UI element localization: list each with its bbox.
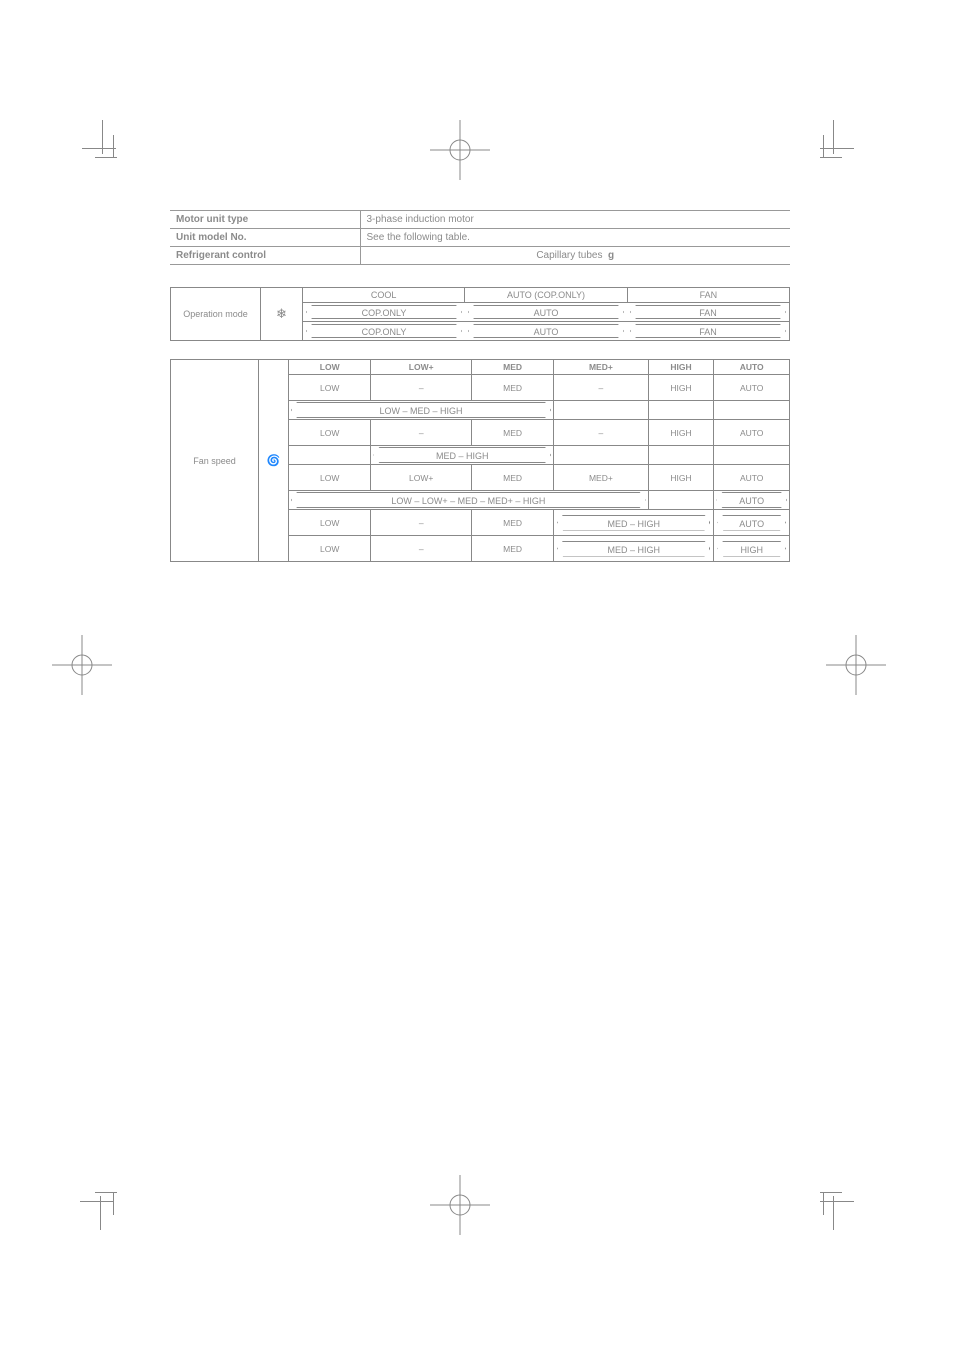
- col-lowp: LOW+: [371, 360, 472, 375]
- fs-hexbar-1: LOW – MED – HIGH: [291, 402, 551, 418]
- crop-mark-tl-inner: [95, 135, 145, 185]
- g-symbol: g: [608, 250, 614, 261]
- snowflake-icon: ❄: [261, 288, 303, 340]
- hdr-left-0: Motor unit type: [170, 211, 360, 229]
- mode-bar-3: COP.ONLY: [306, 324, 462, 338]
- fan-icon: 🌀: [259, 360, 289, 562]
- fanspeed-label: Fan speed: [171, 360, 259, 562]
- fs-hexbar-4a: MED – HIGH: [557, 515, 710, 531]
- col-auto: AUTO: [714, 360, 790, 375]
- fs-hexbar-4b: AUTO: [717, 515, 786, 531]
- hdr-right-2-text: Capillary tubes: [536, 250, 602, 261]
- fan-speed-table: Fan speed 🌀 LOW LOW+ MED MED+ HIGH AUTO …: [170, 359, 790, 562]
- mode-bar-5: FAN: [630, 324, 786, 338]
- mode-hdr-cool: COOL: [303, 288, 465, 302]
- spec-header-table: Motor unit type 3-phase induction motor …: [170, 210, 790, 265]
- mode-bar-1: AUTO: [468, 305, 624, 319]
- fs-hexbar-2: MED – HIGH: [373, 447, 551, 463]
- mode-headers: COOL AUTO (COP.ONLY) FAN: [303, 288, 789, 303]
- registration-mark-left: [52, 635, 112, 695]
- hdr-right-1: See the following table.: [360, 229, 790, 247]
- page-content: Motor unit type 3-phase induction motor …: [170, 210, 790, 562]
- hdr-right-0: 3-phase induction motor: [360, 211, 790, 229]
- mode-bar-4: AUTO: [468, 324, 624, 338]
- registration-mark-bottom: [430, 1175, 490, 1235]
- col-medp: MED+: [554, 360, 649, 375]
- mode-row-2: COP.ONLY AUTO FAN: [303, 322, 789, 340]
- operation-mode-table: Operation mode ❄ COOL AUTO (COP.ONLY) FA…: [170, 287, 790, 341]
- hdr-right-2: Capillary tubes g: [360, 247, 790, 265]
- fs-hexbar-5a: MED – HIGH: [557, 541, 710, 557]
- col-med: MED: [472, 360, 554, 375]
- registration-mark-right: [826, 635, 886, 695]
- fs-hexbar-3b: AUTO: [716, 492, 787, 508]
- hdr-left-2: Refrigerant control: [170, 247, 360, 265]
- crop-mark-bl-inner: [95, 1165, 145, 1215]
- mode-hdr-fan: FAN: [628, 288, 789, 302]
- hdr-left-1: Unit model No.: [170, 229, 360, 247]
- mode-row-1: COP.ONLY AUTO FAN: [303, 303, 789, 322]
- registration-mark-top: [430, 120, 490, 180]
- crop-mark-tr-inner: [792, 135, 842, 185]
- mode-hdr-auto: AUTO (COP.ONLY): [465, 288, 627, 302]
- fs-hexbar-3a: LOW – LOW+ – MED – MED+ – HIGH: [291, 492, 646, 508]
- col-low: LOW: [289, 360, 371, 375]
- mode-label: Operation mode: [171, 288, 261, 340]
- mode-bar-2: FAN: [630, 305, 786, 319]
- crop-mark-br-inner: [792, 1165, 842, 1215]
- fs-hexbar-5b: HIGH: [717, 541, 786, 557]
- mode-bar-0: COP.ONLY: [306, 305, 462, 319]
- col-high: HIGH: [648, 360, 714, 375]
